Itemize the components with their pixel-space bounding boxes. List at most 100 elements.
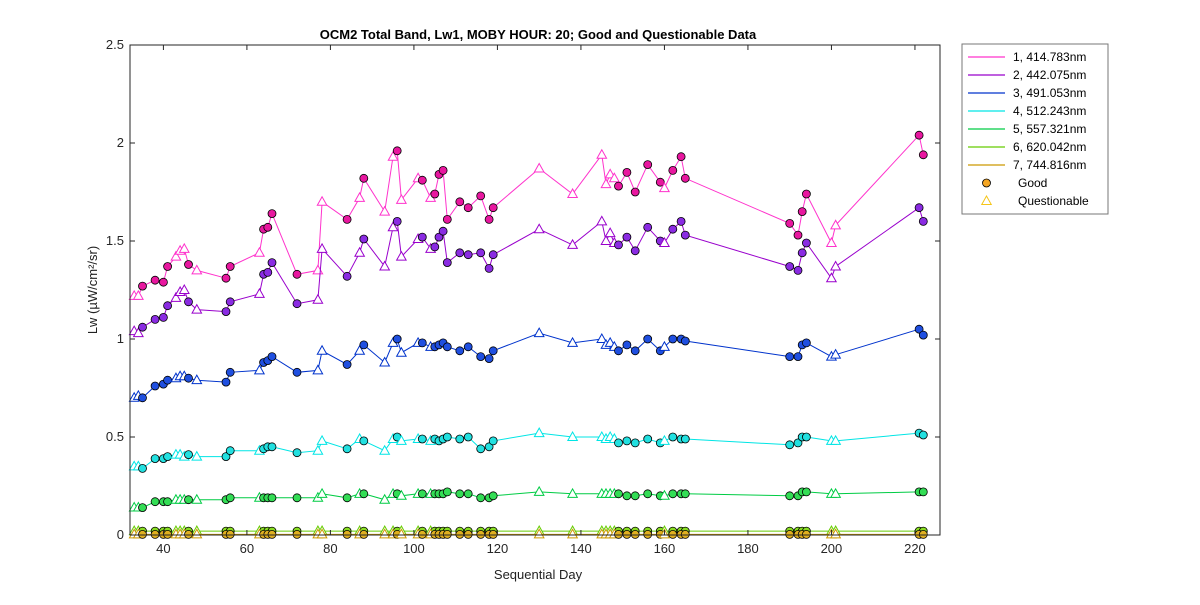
legend-label-7: 7, 744.816nm [1013,158,1086,172]
data-point-good [442,342,452,352]
data-point-questionable [379,528,391,539]
data-point-good [488,346,498,356]
data-point-questionable [608,172,620,183]
data-point-good [676,152,686,162]
data-point-good [918,150,928,160]
data-point-questionable [830,219,842,230]
y-tick-label: 2 [117,135,124,150]
data-point-questionable [825,272,838,283]
data-point-questionable [658,489,671,500]
data-point-good [614,346,623,356]
data-point-questionable [395,528,407,539]
series-7 [128,528,928,539]
data-point-good [417,175,427,185]
legend-label-6: 6, 620.042nm [1013,140,1086,154]
data-point-questionable [533,223,545,234]
data-point-good [455,248,465,258]
data-point-good [267,493,277,503]
data-point-good [680,230,690,240]
data-point-questionable [253,246,266,257]
data-point-questionable [830,434,842,445]
legend-label-4: 4, 512.243nm [1013,104,1086,118]
data-point-good [225,446,235,456]
data-point-good [476,191,486,201]
data-point-questionable [312,293,324,304]
data-point-questionable [253,364,266,375]
data-point-questionable [316,242,328,253]
data-point-good [797,207,807,217]
data-point-good [793,438,803,448]
data-point-questionable [354,344,366,355]
x-tick-label: 60 [240,541,254,556]
data-point-good [622,491,632,501]
data-point-good [484,442,494,452]
data-point-good [463,250,473,260]
data-point-good [163,301,173,311]
x-tick-label: 80 [323,541,337,556]
data-point-good [442,214,452,224]
data-point-good [292,269,302,279]
data-point-good [630,187,640,197]
data-point-good [138,281,147,291]
data-point-good [488,203,498,213]
data-point-questionable [830,260,842,271]
data-point-good [476,248,486,258]
data-point-good [430,189,440,199]
data-point-good [680,489,690,499]
data-point-good [417,489,427,499]
data-point-good [463,432,473,442]
data-point-good [138,530,147,539]
data-point-good [622,167,632,177]
data-point-good [455,197,465,207]
data-point-good [292,367,302,377]
legend-questionable-marker [980,194,993,205]
data-point-good [455,346,465,356]
y-tick-label: 1 [117,331,124,346]
data-point-good [267,209,277,219]
data-point-good [914,130,924,140]
data-point-good [267,352,277,362]
data-point-good [463,342,473,352]
data-point-good [267,442,277,452]
data-point-questionable [132,327,144,338]
data-point-good [622,530,632,539]
x-axis-label: Sequential Day [494,567,583,582]
data-point-good [455,530,465,539]
data-point-good [614,438,623,448]
data-point-good [680,434,690,444]
data-point-questionable [830,487,842,498]
data-point-questionable [825,236,838,247]
data-point-good [150,275,160,285]
series-3 [128,324,928,403]
data-point-good [630,346,640,356]
data-point-good [680,530,690,539]
data-point-good [802,432,811,442]
data-point-good [668,530,678,539]
data-point-good [442,432,452,442]
data-point-good [438,226,448,236]
data-point-questionable [387,221,399,232]
data-point-questionable [658,182,671,193]
data-point-questionable [312,364,324,375]
data-point-questionable [596,148,608,159]
data-point-good [622,340,632,350]
data-point-good [225,530,235,539]
data-point-questionable [600,234,612,245]
series-layer [128,130,928,539]
data-point-good [417,434,427,444]
data-point-good [630,438,640,448]
data-point-good [184,450,193,460]
data-point-questionable [316,344,328,355]
x-tick-label: 180 [737,541,759,556]
data-point-good [668,224,678,234]
data-point-good [163,262,173,271]
data-point-good [455,434,465,444]
data-point-good [417,232,427,242]
data-point-good [463,203,473,213]
data-point-questionable [170,250,182,261]
data-point-questionable [379,260,391,271]
data-point-good [643,489,653,499]
data-point-good [359,173,369,183]
data-point-good [793,265,803,275]
